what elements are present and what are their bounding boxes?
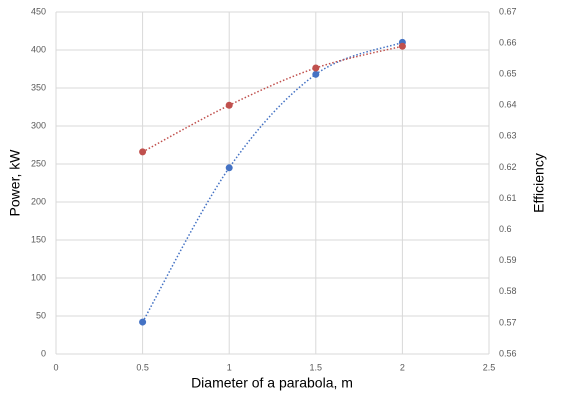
point	[139, 318, 147, 326]
y2-tick-label: 0.56	[499, 348, 517, 358]
y-tick-label: 400	[31, 44, 46, 54]
y-tick-label: 450	[31, 6, 46, 16]
point	[225, 164, 233, 172]
point	[312, 70, 320, 78]
y-tick-label: 150	[31, 234, 46, 244]
y2-tick-label: 0.59	[499, 255, 517, 265]
point	[312, 64, 320, 72]
trend-line	[141, 41, 403, 323]
y2-tick-label: 0.64	[499, 100, 517, 110]
x-axis-title: Diameter of a parabola, m	[191, 375, 353, 391]
y2-tick-label: 0.57	[499, 317, 517, 327]
y2-axis-title: Efficiency	[531, 153, 547, 213]
x-tick-label: 0.5	[136, 362, 149, 372]
y-tick-label: 350	[31, 82, 46, 92]
y-tick-label: 300	[31, 120, 46, 130]
x-tick-label: 1	[227, 362, 232, 372]
y-tick-label: 250	[31, 158, 46, 168]
y2-tick-label: 0.66	[499, 37, 517, 47]
point	[139, 148, 147, 156]
y-tick-label: 100	[31, 272, 46, 282]
y-tick-label: 200	[31, 196, 46, 206]
y2-tick-label: 0.61	[499, 193, 517, 203]
y-axis-title: Power, kW	[7, 149, 23, 217]
point	[398, 42, 406, 50]
x-tick-label: 2	[400, 362, 405, 372]
y-tick-label: 0	[41, 348, 46, 358]
y-tick-label: 50	[36, 310, 46, 320]
x-tick-label: 1.5	[310, 362, 323, 372]
y2-tick-label: 0.6	[499, 224, 512, 234]
y2-tick-label: 0.62	[499, 162, 517, 172]
x-tick-label: 0	[53, 362, 58, 372]
x-tick-label: 2.5	[483, 362, 496, 372]
trend-line	[142, 45, 403, 153]
point	[225, 101, 233, 109]
y2-tick-label: 0.67	[499, 6, 517, 16]
y2-tick-label: 0.63	[499, 131, 517, 141]
y2-tick-label: 0.65	[499, 69, 517, 79]
y2-tick-label: 0.58	[499, 286, 517, 296]
